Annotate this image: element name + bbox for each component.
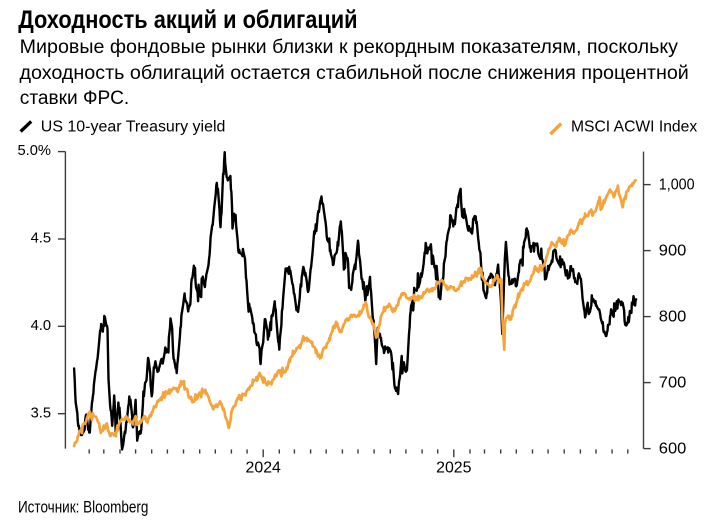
svg-text:1,000: 1,000 [659,175,695,193]
svg-text:5.0%: 5.0% [18,143,51,159]
svg-text:Источник: Bloomberg: Источник: Bloomberg [18,497,149,516]
svg-text:Мировые фондовые рынки близки: Мировые фондовые рынки близки к рекордны… [20,37,679,58]
svg-text:900: 900 [659,242,687,260]
svg-text:4.0: 4.0 [31,318,51,334]
svg-text:600: 600 [659,440,687,458]
svg-text:700: 700 [659,374,687,392]
svg-text:2024: 2024 [246,460,282,477]
svg-text:2025: 2025 [436,460,472,477]
svg-text:MSCI ACWI Index: MSCI ACWI Index [571,119,697,136]
svg-text:US 10-year Treasury yield: US 10-year Treasury yield [41,119,226,136]
svg-text:Доходность акций и облигаций: Доходность акций и облигаций [18,7,357,34]
svg-text:800: 800 [659,308,687,326]
svg-text:доходность облигаций остается: доходность облигаций остается стабильной… [20,63,689,84]
svg-text:4.5: 4.5 [31,231,51,247]
svg-text:ставки ФРС.: ставки ФРС. [20,88,129,109]
svg-text:3.5: 3.5 [31,405,51,421]
